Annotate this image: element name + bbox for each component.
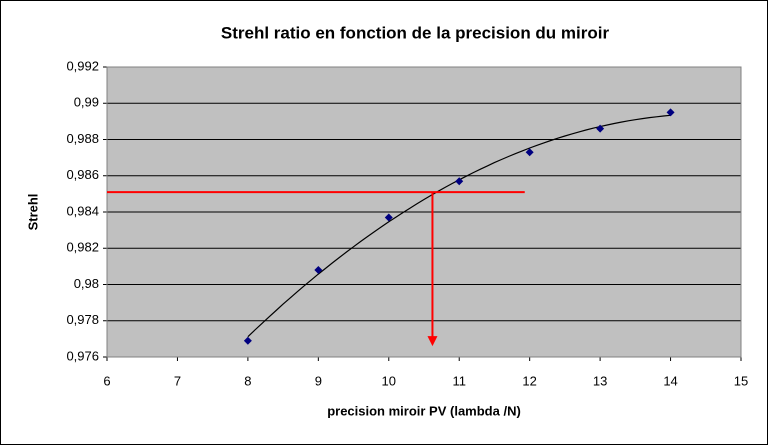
x-tick-label: 8 [244,373,251,388]
data-point [314,266,323,274]
y-tick-label: 0,988 [66,131,99,146]
x-tick-label: 12 [522,373,536,388]
x-tick-label: 10 [382,373,396,388]
y-tick-label: 0,986 [66,167,99,182]
y-tick-label: 0,978 [66,312,99,327]
data-point [455,177,464,186]
x-tick-label: 15 [734,373,748,388]
x-tick-label: 14 [663,373,677,388]
x-tick-label: 6 [103,373,110,388]
x-tick-label: 11 [452,373,466,388]
y-tick-label: 0,992 [66,58,99,73]
x-tick-label: 7 [174,373,181,388]
chart-title: Strehl ratio en fonction de la precision… [221,23,610,42]
data-point [525,148,534,157]
arrow-head [427,336,438,347]
y-tick-label: 0,982 [66,240,99,255]
data-point [243,336,252,345]
x-axis-label: precision miroir PV (lambda /N) [327,403,521,418]
data-point [596,124,605,133]
x-tick-label: 13 [593,373,607,388]
plot-border [106,66,742,358]
y-axis-label: Strehl [25,194,40,231]
data-point [384,213,393,222]
y-tick-label: 0,984 [66,203,99,218]
y-tick-label: 0,976 [66,348,99,363]
x-tick-label: 9 [315,373,322,388]
y-tick-label: 0,99 [74,95,99,110]
y-tick-label: 0,98 [74,276,99,291]
data-point [666,108,675,117]
